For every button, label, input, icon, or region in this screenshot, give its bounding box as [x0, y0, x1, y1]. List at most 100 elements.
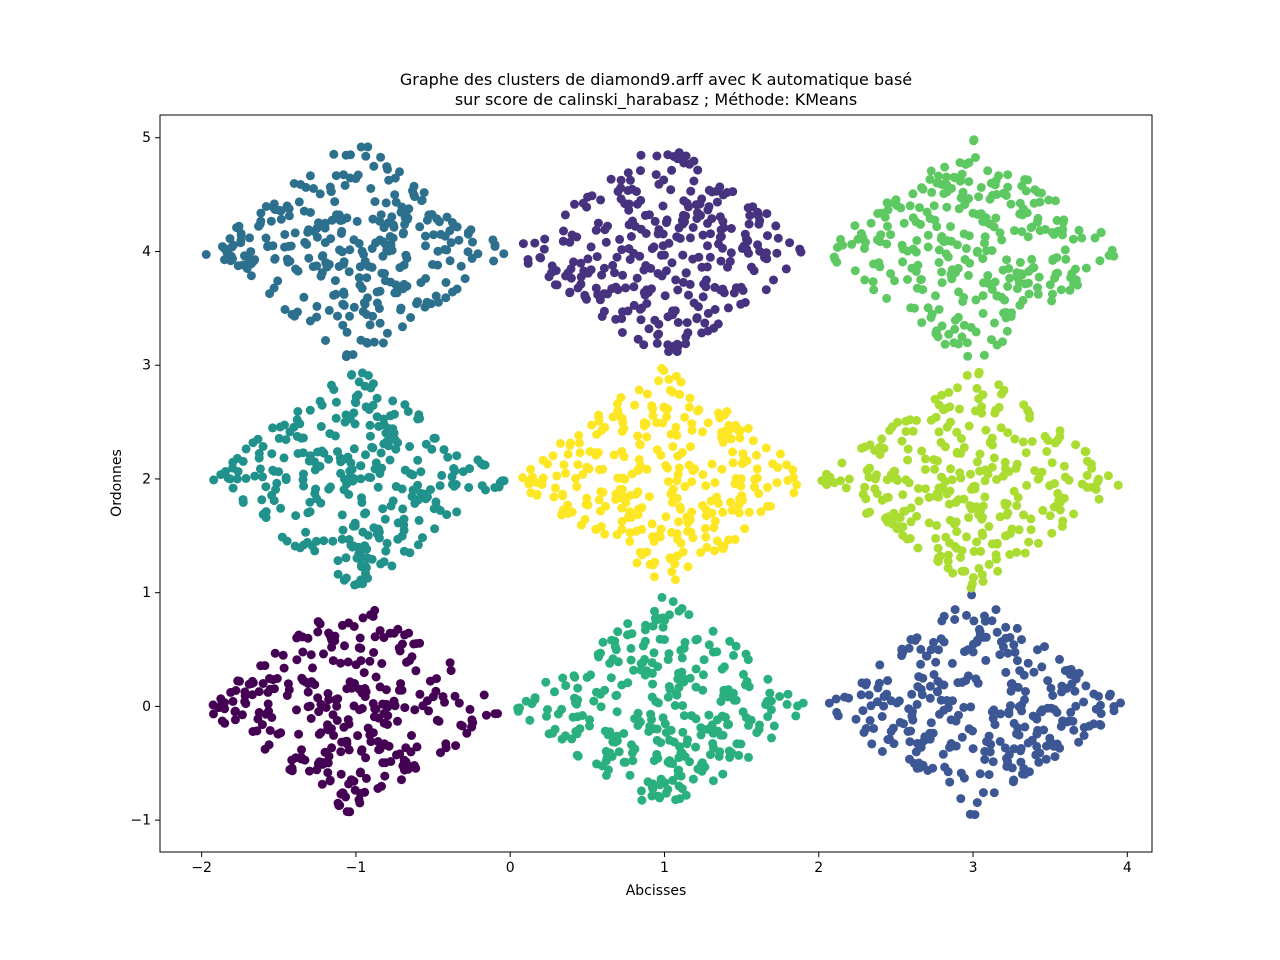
scatter-point [349, 235, 359, 245]
scatter-point [617, 447, 627, 456]
scatter-point [920, 454, 930, 464]
scatter-point [337, 247, 347, 257]
scatter-point [898, 531, 908, 540]
scatter-point [1020, 695, 1029, 705]
scatter-point [649, 648, 659, 658]
scatter-point [409, 190, 419, 200]
scatter-point [249, 256, 259, 266]
scatter-point [448, 287, 457, 297]
scatter-point [368, 699, 378, 708]
scatter-point [723, 685, 733, 695]
scatter-point [937, 390, 947, 400]
scatter-point [906, 303, 916, 313]
scatter-point [481, 710, 491, 720]
scatter-point [978, 788, 988, 798]
scatter-point [726, 497, 735, 507]
scatter-point [357, 552, 367, 562]
scatter-point [450, 466, 460, 476]
scatter-point [693, 165, 703, 175]
scatter-point [473, 249, 483, 259]
scatter-point [763, 482, 772, 492]
scatter-point [336, 468, 346, 478]
scatter-point [663, 655, 673, 665]
scatter-point [952, 527, 962, 537]
scatter-point [665, 610, 674, 620]
scatter-point [670, 701, 680, 710]
scatter-point [599, 263, 609, 273]
scatter-point [623, 306, 633, 316]
scatter-point [576, 258, 586, 268]
scatter-point [603, 730, 613, 740]
scatter-point [537, 480, 547, 490]
scatter-point [1044, 195, 1054, 205]
scatter-point [718, 284, 728, 294]
scatter-point [260, 744, 270, 754]
scatter-point [730, 534, 740, 544]
scatter-point [716, 256, 726, 266]
scatter-point [376, 152, 386, 162]
scatter-point [995, 650, 1005, 660]
scatter-point [632, 273, 642, 283]
scatter-point [228, 483, 238, 493]
plot-border [159, 114, 1153, 853]
scatter-point [615, 234, 625, 244]
scatter-point [465, 464, 474, 474]
scatter-point [368, 214, 378, 224]
scatter-point [309, 184, 318, 193]
scatter-point [903, 275, 912, 284]
scatter-point [299, 481, 309, 491]
scatter-point [925, 681, 935, 691]
scatter-point [1074, 668, 1084, 678]
scatter-point [1068, 234, 1078, 244]
scatter-point [340, 641, 349, 651]
scatter-point [234, 221, 244, 231]
scatter-point [556, 439, 565, 448]
scatter-point [696, 210, 706, 220]
scatter-point [594, 416, 604, 426]
scatter-point [613, 657, 623, 667]
scatter-point [281, 435, 291, 445]
scatter-point [696, 548, 706, 557]
scatter-point [388, 233, 398, 243]
scatter-point [675, 233, 685, 243]
scatter-point [1058, 516, 1068, 526]
scatter-point [768, 459, 778, 469]
scatter-point [648, 679, 658, 689]
scatter-point [353, 170, 363, 180]
scatter-point [209, 475, 219, 485]
scatter-point [390, 409, 399, 419]
scatter-point [782, 460, 792, 470]
scatter-point [365, 431, 375, 441]
scatter-point [610, 732, 620, 742]
scatter-point [1033, 289, 1043, 299]
scatter-point [341, 792, 351, 802]
scatter-point [360, 509, 369, 519]
scatter-point [934, 553, 944, 563]
scatter-point [1016, 746, 1025, 756]
scatter-point [619, 729, 629, 738]
scatter-point [294, 197, 304, 207]
scatter-point [734, 508, 744, 518]
scatter-point [292, 655, 302, 665]
scatter-point [988, 713, 998, 723]
scatter-point [627, 469, 637, 479]
scatter-point [279, 453, 289, 463]
scatter-point [886, 269, 896, 279]
scatter-point [742, 456, 752, 466]
scatter-point [567, 507, 577, 517]
scatter-point [707, 459, 717, 469]
scatter-point [1038, 505, 1048, 515]
scatter-point [936, 680, 946, 689]
scatter-point [406, 313, 416, 322]
scatter-point [1000, 457, 1010, 467]
scatter-point [683, 328, 693, 338]
scatter-point [618, 270, 628, 280]
scatter-point [836, 476, 845, 486]
scatter-point [734, 475, 744, 485]
scatter-point [466, 225, 476, 235]
scatter-point [355, 768, 365, 778]
scatter-point [330, 197, 340, 207]
scatter-point [905, 754, 914, 764]
scatter-point [404, 204, 414, 214]
scatter-point [945, 486, 955, 496]
